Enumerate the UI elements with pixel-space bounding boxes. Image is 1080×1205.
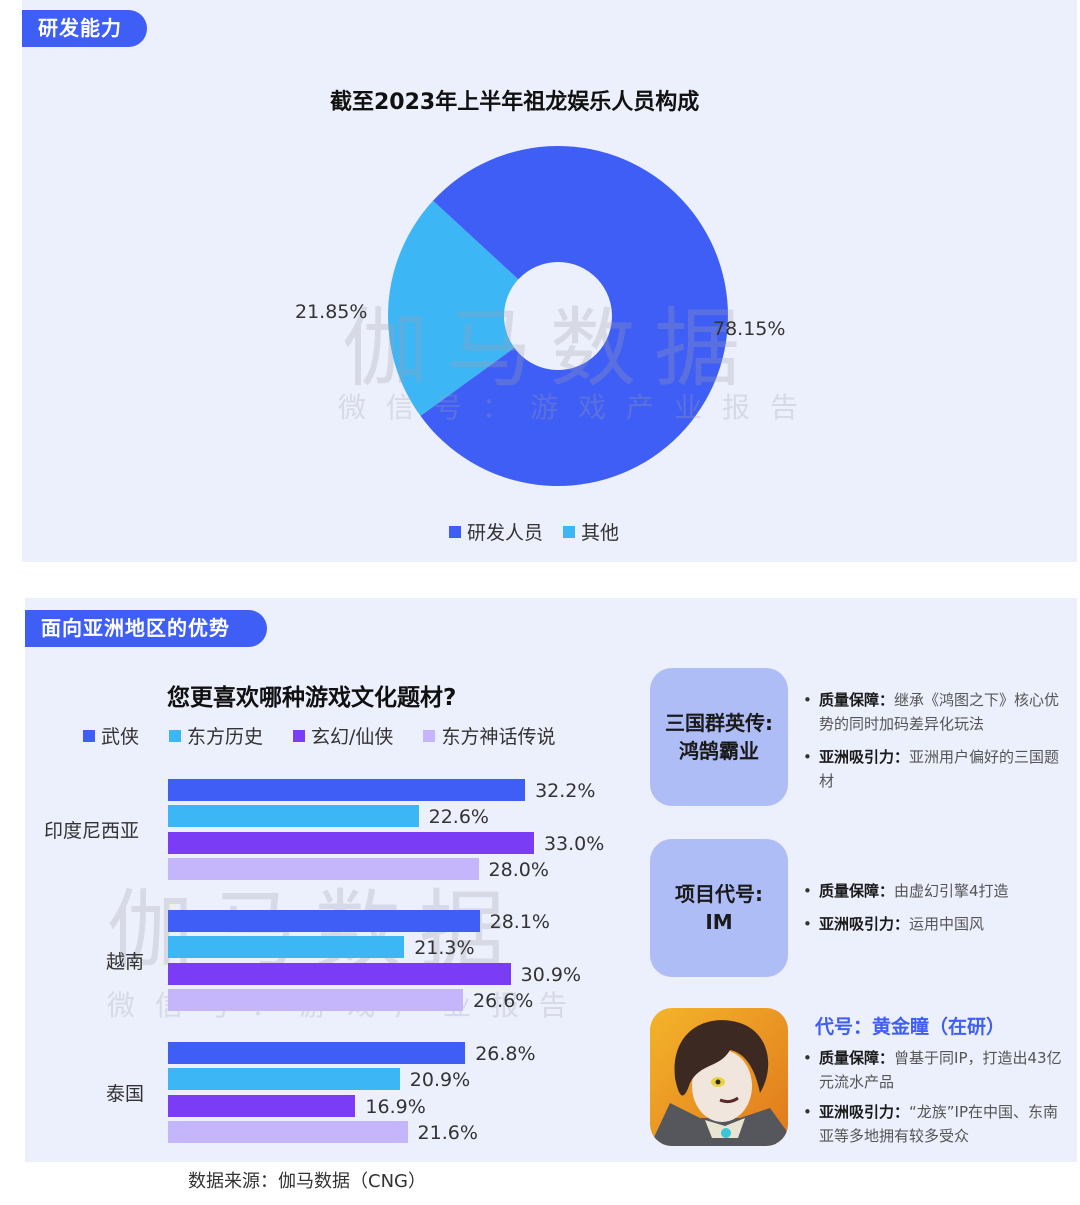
legend-swatch-icon: [293, 729, 306, 742]
game-points-golden-eye: 质量保障：曾基于同IP，打造出43亿元流水产品 亚洲吸引力：“龙族”IP在中国、…: [803, 1046, 1073, 1157]
point-text: 继承《鸿图之下》核心优势的同时加码差异化玩法: [819, 691, 1060, 733]
bar-value-label: 21.3%: [414, 937, 475, 960]
legend-item-eastern-history: 东方历史: [169, 722, 263, 749]
country-label: 泰国: [106, 1083, 145, 1105]
point-label: 亚洲吸引力：: [819, 748, 910, 766]
point-quality: 质量保障：由虚幻引擎4打造: [803, 879, 1073, 903]
game-card-sanguo: 三国群英传: 鸿鹄霸业: [650, 668, 788, 806]
legend-label: 其他: [581, 522, 620, 544]
point-label: 质量保障：: [819, 691, 895, 709]
legend-item-fantasy: 玄幻/仙侠: [293, 722, 393, 749]
point-label: 亚洲吸引力：: [819, 1103, 910, 1121]
bar-chart-title: 您更喜欢哪种游戏文化题材?: [167, 685, 457, 711]
anime-character-icon: [650, 1008, 788, 1146]
legend-item-other: 其他: [563, 518, 619, 545]
data-source-note: 数据来源：伽马数据（CNG）: [188, 1171, 426, 1192]
donut-chart: [388, 146, 728, 487]
legend-item-wuxia: 武侠: [83, 722, 139, 749]
legend-item-mythology: 东方神话传说: [423, 722, 555, 749]
bar-value-label: 20.9%: [409, 1069, 471, 1092]
bar: [168, 857, 479, 880]
bar: [168, 988, 463, 1011]
game-title-line1: 三国群英传:: [665, 711, 773, 735]
legend-label: 研发人员: [467, 522, 544, 544]
point-appeal: 亚洲吸引力：运用中国风: [803, 912, 1073, 936]
game-title-golden-eye: 代号：黄金瞳（在研）: [815, 1016, 1006, 1038]
point-quality: 质量保障：继承《鸿图之下》核心优势的同时加码差异化玩法: [803, 688, 1073, 736]
section-tag-rd: 研发能力: [22, 10, 147, 47]
bar: [168, 831, 534, 854]
bar: [168, 779, 526, 801]
donut-legend: 研发人员 其他: [449, 518, 639, 545]
bar-value-label: 21.6%: [417, 1121, 478, 1144]
legend-swatch-icon: [169, 729, 182, 742]
game-points-sanguo: 质量保障：继承《鸿图之下》核心优势的同时加码差异化玩法 亚洲吸引力：亚洲用户偏好…: [803, 688, 1073, 802]
country-label: 印度尼西亚: [44, 820, 140, 842]
bar-value-label: 26.6%: [472, 989, 534, 1012]
donut-label-other: 21.85%: [295, 301, 368, 323]
bar: [168, 910, 480, 932]
point-appeal: 亚洲吸引力：“龙族”IP在中国、东南亚等多地拥有较多受众: [803, 1100, 1073, 1148]
bar: [168, 1094, 356, 1117]
bar-value-label: 22.6%: [428, 806, 489, 829]
bar-legend: 武侠 东方历史 玄幻/仙侠 东方神话传说: [83, 722, 585, 749]
game-icon-golden-eye: [650, 1008, 788, 1146]
point-quality: 质量保障：曾基于同IP，打造出43亿元流水产品: [803, 1046, 1073, 1094]
legend-item-rd: 研发人员: [449, 518, 543, 545]
point-label: 质量保障：: [819, 1049, 895, 1067]
bar-value-label: 33.0%: [543, 832, 605, 855]
legend-label: 东方神话传说: [441, 726, 556, 748]
point-appeal: 亚洲吸引力：亚洲用户偏好的三国题材: [803, 745, 1073, 793]
point-text: 亚洲用户偏好的三国题材: [819, 748, 1060, 790]
bar-value-label: 30.9%: [520, 963, 582, 986]
legend-label: 玄幻/仙侠: [311, 726, 394, 748]
bar-value-label: 28.0%: [488, 858, 549, 881]
donut-segment-rd: [420, 146, 728, 487]
point-text: 曾基于同IP，打造出43亿元流水产品: [819, 1049, 1062, 1091]
legend-label: 东方历史: [187, 726, 264, 748]
game-title-line2: 鸿鹄霸业: [679, 739, 759, 763]
country-label: 越南: [106, 951, 145, 973]
legend-swatch-icon: [449, 525, 461, 538]
game-title-line2: IM: [705, 910, 733, 934]
bar: [168, 1120, 408, 1143]
bar: [168, 1068, 400, 1091]
point-label: 质量保障：: [819, 882, 895, 900]
game-points-im: 质量保障：由虚幻引擎4打造 亚洲吸引力：运用中国风: [803, 879, 1073, 945]
donut-chart-title: 截至2023年上半年祖龙娱乐人员构成: [330, 90, 700, 115]
legend-swatch-icon: [423, 729, 436, 742]
point-text: 由虚幻引擎4打造: [894, 882, 1009, 900]
section-tag-asia: 面向亚洲地区的优势: [25, 610, 267, 647]
bar-value-label: 28.1%: [489, 911, 550, 933]
legend-swatch-icon: [563, 525, 576, 538]
bar-value-label: 26.8%: [475, 1043, 536, 1065]
bar-value-label: 16.9%: [365, 1095, 426, 1118]
bar: [168, 962, 511, 985]
bar: [168, 1042, 466, 1064]
bar: [168, 805, 419, 828]
point-text: 运用中国风: [909, 915, 985, 933]
asia-advantage-section: 面向亚洲地区的优势 您更喜欢哪种游戏文化题材? 武侠 东方历史 玄幻/仙侠 东方…: [25, 598, 1077, 1162]
rd-capability-section: 研发能力 截至2023年上半年祖龙娱乐人员构成 伽马数据 微信号：游戏产业报告 …: [22, 0, 1077, 562]
bar-value-label: 32.2%: [535, 780, 596, 802]
point-label: 亚洲吸引力：: [819, 915, 910, 933]
bar: [168, 936, 405, 959]
game-title-line1: 项目代号:: [675, 882, 763, 906]
legend-label: 武侠: [101, 726, 140, 748]
donut-segment-other: [388, 200, 519, 416]
donut-label-rd: 78.15%: [713, 318, 786, 340]
game-card-im: 项目代号: IM: [650, 839, 788, 977]
legend-swatch-icon: [83, 729, 95, 742]
point-text: “龙族”IP在中国、东南亚等多地拥有较多受众: [819, 1103, 1059, 1145]
